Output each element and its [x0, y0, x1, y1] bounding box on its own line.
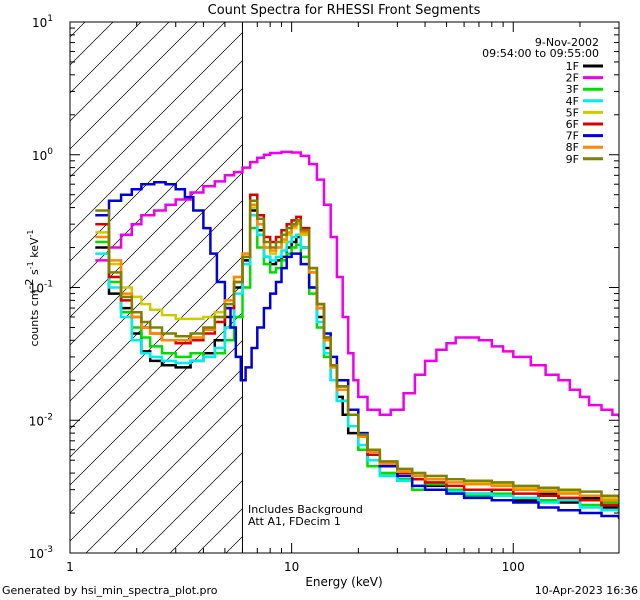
series-2F-line — [95, 150, 619, 418]
hatch-line — [70, 60, 243, 234]
x-tick-labels: 1 10 100 — [66, 560, 525, 574]
x-tick-label: 100 — [502, 560, 525, 574]
hatch-line — [310, 0, 640, 553]
series-8F-line — [95, 203, 619, 503]
footer-generated-by: Generated by hsi_min_spectra_plot.pro — [2, 584, 218, 597]
hatch-line — [70, 116, 243, 290]
x-tick-label: 1 — [66, 560, 74, 574]
hatch-line — [70, 256, 243, 430]
legend-label-3F: 3F — [566, 83, 579, 96]
annotation-attenuator: Att A1, FDecim 1 — [248, 515, 341, 528]
hatch-line — [70, 228, 243, 402]
hatch-line — [85, 396, 243, 553]
hatch-line — [70, 22, 142, 94]
y-tick-label: 101 — [32, 14, 53, 30]
time-range-label: 09:54:00 to 09:55:00 — [482, 47, 599, 60]
legend-label-1F: 1F — [566, 60, 579, 73]
hatch-line — [70, 284, 243, 458]
hatch-line — [70, 144, 243, 318]
series-7F-line — [95, 181, 619, 520]
series-5F-line — [95, 206, 619, 503]
legend-label-7F: 7F — [566, 130, 579, 143]
x-tick-label: 10 — [284, 560, 299, 574]
hatch-line — [70, 22, 86, 38]
hatch-line — [70, 22, 170, 122]
series-6F-line — [95, 193, 619, 508]
x-axis-label: Energy (keV) — [305, 575, 382, 589]
hatch-line — [113, 424, 243, 553]
legend-label-5F: 5F — [566, 106, 579, 119]
hatch-line — [70, 22, 114, 66]
hatch-line — [70, 22, 198, 150]
axis-ticks — [69, 21, 620, 554]
footer-timestamp: 10-Apr-2023 16:36 — [535, 584, 638, 597]
legend-label-4F: 4F — [566, 95, 579, 108]
hatch-line — [338, 0, 640, 553]
legend-label-2F: 2F — [566, 72, 579, 85]
hatch-line — [70, 172, 243, 346]
hatch-line — [70, 200, 243, 374]
y-tick-label: 10-2 — [29, 412, 53, 428]
hatch-line — [70, 22, 226, 178]
hatch-line — [70, 88, 243, 262]
legend-label-8F: 8F — [566, 141, 579, 154]
hatch-line — [70, 340, 243, 514]
series-9F-line — [95, 199, 619, 498]
hatch-line — [254, 0, 640, 553]
series-3F-line — [95, 226, 619, 513]
hatch-line — [0, 0, 98, 553]
hatch-line — [0, 0, 126, 553]
chart-title: Count Spectra for RHESSI Front Segments — [208, 3, 481, 18]
y-tick-label: 10-3 — [29, 545, 53, 561]
legend-label-6F: 6F — [566, 118, 579, 131]
series-4F-line — [95, 214, 619, 513]
y-tick-label: 10-1 — [29, 280, 53, 296]
y-tick-label: 100 — [32, 147, 53, 163]
series-layer — [95, 150, 619, 520]
hatch-line — [70, 368, 243, 542]
y-tick-labels: 101 100 10-1 10-2 10-3 — [29, 14, 54, 561]
date-label: 9-Nov-2002 — [535, 36, 599, 49]
legend-label-9F: 9F — [566, 153, 579, 166]
hatch-line — [70, 32, 243, 206]
annotation-background: Includes Background — [248, 503, 363, 516]
y-axis-label: counts cm-2 s-1 keV-1 — [23, 230, 41, 347]
hatch-line — [70, 312, 243, 486]
plot-frame — [69, 21, 620, 554]
attenuator-hatch-region — [0, 0, 640, 553]
